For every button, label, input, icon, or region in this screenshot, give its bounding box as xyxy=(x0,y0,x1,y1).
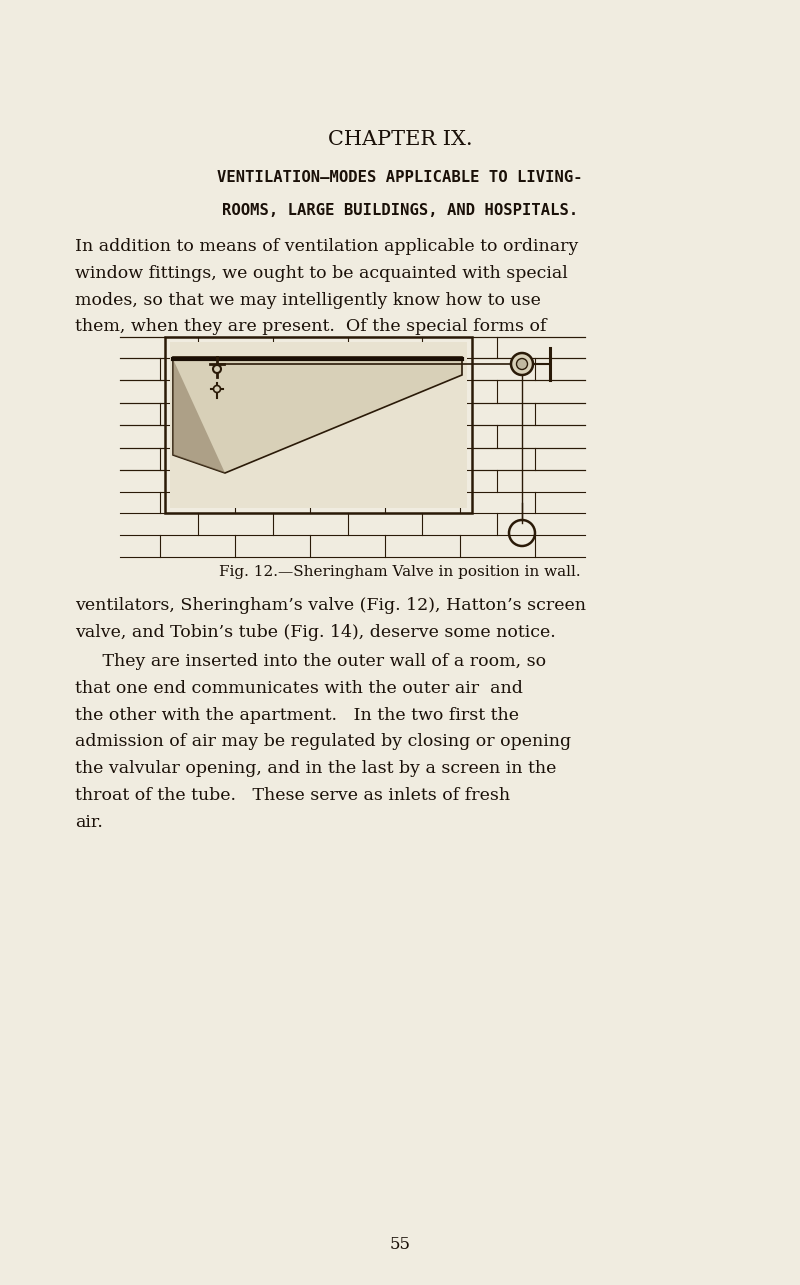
Text: them, when they are present.  Of the special forms of: them, when they are present. Of the spec… xyxy=(75,319,546,335)
Text: the valvular opening, and in the last by a screen in the: the valvular opening, and in the last by… xyxy=(75,761,556,777)
Text: throat of the tube.   These serve as inlets of fresh: throat of the tube. These serve as inlet… xyxy=(75,786,510,804)
Text: admission of air may be regulated by closing or opening: admission of air may be regulated by clo… xyxy=(75,734,571,750)
Circle shape xyxy=(214,386,221,392)
Text: ventilators, Sheringham’s valve (Fig. 12), Hatton’s screen: ventilators, Sheringham’s valve (Fig. 12… xyxy=(75,598,586,614)
Polygon shape xyxy=(170,342,467,508)
Polygon shape xyxy=(173,359,225,473)
Circle shape xyxy=(511,353,533,375)
Text: valve, and Tobin’s tube (Fig. 14), deserve some notice.: valve, and Tobin’s tube (Fig. 14), deser… xyxy=(75,623,556,641)
Text: the other with the apartment.   In the two first the: the other with the apartment. In the two… xyxy=(75,707,519,723)
Text: Fig. 12.—Sheringham Valve in position in wall.: Fig. 12.—Sheringham Valve in position in… xyxy=(219,565,581,580)
Text: They are inserted into the outer wall of a room, so: They are inserted into the outer wall of… xyxy=(75,653,546,669)
Polygon shape xyxy=(173,357,462,473)
Text: In addition to means of ventilation applicable to ordinary: In addition to means of ventilation appl… xyxy=(75,238,578,254)
Text: CHAPTER IX.: CHAPTER IX. xyxy=(328,130,472,149)
Text: window fittings, we ought to be acquainted with special: window fittings, we ought to be acquaint… xyxy=(75,265,568,281)
Circle shape xyxy=(213,365,221,373)
Text: that one end communicates with the outer air  and: that one end communicates with the outer… xyxy=(75,680,523,696)
Text: 55: 55 xyxy=(390,1236,410,1253)
Text: air.: air. xyxy=(75,813,103,831)
Text: ROOMS, LARGE BUILDINGS, AND HOSPITALS.: ROOMS, LARGE BUILDINGS, AND HOSPITALS. xyxy=(222,203,578,218)
Text: modes, so that we may intelligently know how to use: modes, so that we may intelligently know… xyxy=(75,292,541,308)
Text: VENTILATION—MODES APPLICABLE TO LIVING-: VENTILATION—MODES APPLICABLE TO LIVING- xyxy=(217,170,583,185)
Circle shape xyxy=(517,359,527,370)
